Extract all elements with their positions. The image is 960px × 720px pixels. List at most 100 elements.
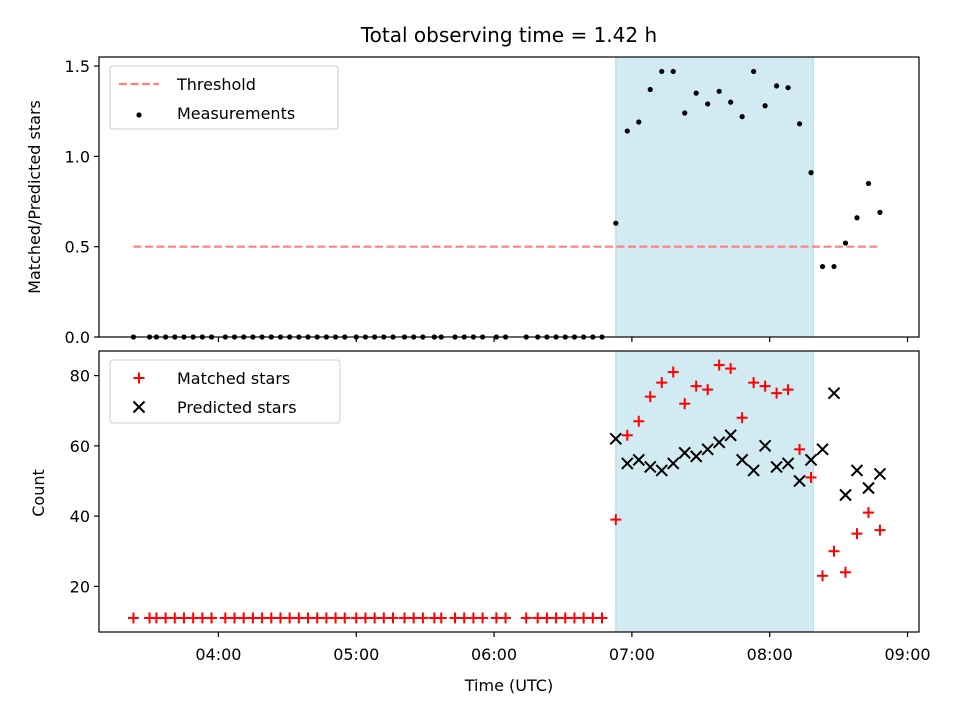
predicted-star-point	[793, 474, 806, 488]
bottom-y-axis-label: Count	[29, 469, 48, 517]
predicted-star-point	[701, 443, 714, 456]
matched-star-point	[206, 612, 218, 624]
matched-star-point	[794, 443, 806, 455]
matched-star-point	[369, 612, 381, 624]
x-tick-label: 04:00	[195, 645, 241, 664]
measurement-point	[659, 68, 665, 75]
matched-star-point	[541, 612, 553, 624]
matched-star-point	[359, 612, 371, 624]
measurement-point	[808, 170, 814, 176]
matched-star-point	[196, 612, 208, 624]
matched-star-point	[839, 566, 851, 578]
measurement-point	[693, 90, 699, 96]
matched-star-point	[771, 387, 783, 399]
matched-star-point	[621, 429, 633, 441]
measurement-point	[854, 215, 860, 221]
matched-star-point	[350, 612, 362, 624]
matched-star-point	[160, 612, 172, 624]
chart-title: Total observing time = 1.42 h	[360, 23, 657, 47]
matched-star-point	[417, 612, 429, 624]
measurement-point	[613, 220, 619, 226]
predicted-star-point	[644, 460, 657, 474]
predicted-star-point	[862, 481, 875, 495]
matched-star-point	[127, 612, 139, 624]
measurement-point	[636, 119, 642, 125]
matched-star-point	[702, 384, 714, 396]
matched-star-point	[238, 612, 250, 624]
legend-handle-measurements	[136, 112, 142, 118]
legend: Threshold Measurements	[109, 65, 339, 130]
matched-star-point	[725, 363, 737, 375]
matched-star-point	[187, 612, 199, 624]
legend-box	[109, 65, 339, 130]
plot-frame	[98, 350, 920, 633]
matched-star-point	[532, 612, 544, 624]
matched-star-point	[229, 612, 241, 624]
plot-frame	[98, 56, 920, 338]
y-tick-label: 0.5	[65, 238, 90, 257]
matched-star-point	[311, 612, 323, 624]
measurement-point	[728, 99, 734, 105]
predicted-star-point	[770, 460, 783, 474]
matched-star-point	[736, 412, 748, 424]
legend-entry-label: Measurements	[177, 104, 295, 123]
matched-star-point	[330, 612, 342, 624]
matched-star-point	[284, 612, 296, 624]
matched-star-point	[568, 612, 580, 624]
matched-star-point	[550, 612, 562, 624]
predicted-star-point	[758, 439, 772, 453]
matched-star-point	[578, 612, 590, 624]
top-y-axis-label: Matched/Predicted stars	[25, 100, 44, 294]
matched-star-point	[874, 524, 886, 536]
measurement-point	[751, 68, 757, 75]
x-tick-label: 08:00	[747, 645, 793, 664]
predicted-star-point	[678, 446, 691, 460]
matched-star-point	[467, 612, 479, 624]
matched-star-point	[679, 398, 691, 410]
y-tick-label: 40	[70, 507, 90, 526]
matched-star-point	[339, 612, 351, 624]
measurement-point	[739, 114, 745, 120]
matched-star-point	[782, 384, 794, 396]
matched-star-point	[219, 612, 231, 624]
matched-star-point	[449, 612, 461, 624]
measurement-point	[842, 240, 849, 246]
predicted-star-point	[839, 488, 852, 502]
predicted-star-point	[804, 453, 818, 467]
predicted-star-point	[724, 429, 737, 442]
matched-star-point	[169, 612, 181, 624]
matched-star-point	[817, 570, 829, 582]
legend-handle-predicted	[132, 400, 146, 414]
matched-star-point	[596, 612, 608, 624]
y-tick-label: 1.5	[65, 57, 90, 76]
y-tick-label: 1.0	[65, 147, 90, 166]
legend-entry-label: Matched stars	[177, 369, 290, 388]
matched-star-point	[265, 612, 277, 624]
matched-star-point	[559, 612, 571, 624]
x-axis-label: Time (UTC)	[464, 676, 553, 695]
matched-star-point	[851, 528, 863, 540]
matched-star-point	[690, 380, 702, 392]
legend-entry-label: Threshold	[176, 75, 256, 94]
y-tick-label: 0.0	[65, 328, 90, 347]
shaded-observing-span	[615, 56, 814, 338]
predicted-star-point	[621, 457, 634, 470]
measurement-point	[819, 263, 826, 270]
measurement-point	[796, 121, 803, 127]
legend-entry-label: Predicted stars	[177, 398, 297, 417]
matched-star-point	[274, 612, 286, 624]
predicted-star-point	[735, 453, 749, 467]
measurement-point	[705, 101, 711, 107]
predicted-star-point	[632, 453, 645, 467]
bottom-panel: 20 40 60 80 04:00 05:00 06:00 07:00 08:00 09:00 Ma…	[70, 350, 931, 664]
matched-star-point	[320, 612, 332, 624]
top-panel: 0.0 0.5 1.0 1.5 Threshold Measurements	[65, 56, 920, 347]
y-tick-label: 80	[70, 367, 90, 386]
predicted-star-point	[873, 467, 887, 481]
shaded-observing-span	[615, 350, 814, 633]
x-tick-label: 06:00	[471, 645, 517, 664]
matched-star-point	[302, 612, 314, 624]
measurement-point	[716, 88, 722, 94]
